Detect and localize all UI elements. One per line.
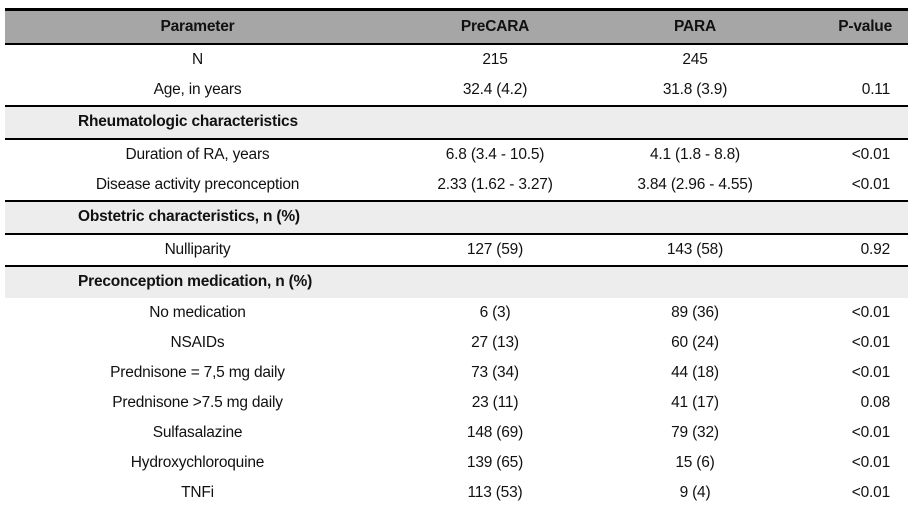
column-header-para: PARA: [600, 9, 790, 45]
section-row: Obstetric characteristics, n (%): [5, 200, 908, 235]
table-row: Age, in years 32.4 (4.2) 31.8 (3.9) 0.11: [5, 75, 908, 106]
param-cell: Prednisone >7.5 mg daily: [112, 394, 283, 411]
para-cell: 4.1 (1.8 - 8.8): [649, 146, 741, 163]
pvalue-cell: 0.08: [860, 394, 891, 411]
column-header-precara: PreCARA: [390, 9, 600, 45]
section-title: Obstetric characteristics, n (%): [5, 200, 908, 235]
pvalue-cell: <0.01: [851, 304, 890, 321]
param-cell: Hydroxychloroquine: [130, 454, 265, 471]
precara-cell: 113 (53): [467, 484, 523, 501]
precara-cell: 32.4 (4.2): [462, 81, 528, 98]
precara-cell: 215: [482, 51, 508, 68]
table-header: Parameter PreCARA PARA P-value: [5, 9, 908, 45]
table-row: Duration of RA, years 6.8 (3.4 - 10.5) 4.1…: [5, 139, 908, 170]
param-cell: Nulliparity: [164, 241, 231, 258]
para-cell: 41 (17): [671, 394, 719, 411]
table-row: TNFi 113 (53) 9 (4) <0.01: [5, 478, 908, 508]
table-row: Hydroxychloroquine 139 (65) 15 (6) <0.01: [5, 448, 908, 478]
param-cell: Sulfasalazine: [152, 424, 243, 441]
para-cell: 9 (4): [679, 484, 711, 501]
precara-cell: 6 (3): [479, 304, 511, 321]
pvalue-cell: <0.01: [851, 146, 890, 163]
para-cell: 143 (58): [666, 241, 724, 258]
precara-cell: 139 (65): [466, 454, 524, 471]
pvalue-cell: 0.11: [861, 81, 890, 98]
precara-cell: 127 (59): [466, 241, 524, 258]
table-row: N 215 245: [5, 44, 908, 75]
table-row: Sulfasalazine 148 (69) 79 (32) <0.01: [5, 418, 908, 448]
param-cell: Prednisone = 7,5 mg daily: [110, 364, 285, 381]
para-cell: 44 (18): [671, 364, 719, 381]
para-cell: 15 (6): [675, 454, 715, 471]
section-row: Preconception medication, n (%): [5, 265, 908, 298]
pvalue-cell: [790, 44, 908, 75]
precara-cell: 73 (34): [471, 364, 519, 381]
pvalue-cell: <0.01: [851, 176, 890, 193]
precara-cell: 6.8 (3.4 - 10.5): [445, 146, 545, 163]
column-header-pvalue: P-value: [790, 9, 908, 45]
para-cell: 31.8 (3.9): [662, 81, 728, 98]
table-row: Prednisone >7.5 mg daily 23 (11) 41 (17) 0.…: [5, 388, 908, 418]
param-cell: TNFi: [181, 484, 214, 501]
param-cell: No medication: [149, 304, 246, 321]
pvalue-cell: <0.01: [851, 484, 890, 501]
header-row: Parameter PreCARA PARA P-value: [5, 9, 908, 45]
param-cell: Age, in years: [153, 81, 242, 98]
pvalue-cell: <0.01: [851, 454, 890, 471]
table-row: No medication 6 (3) 89 (36) <0.01: [5, 298, 908, 328]
pvalue-cell: <0.01: [851, 424, 890, 441]
pvalue-cell: <0.01: [851, 364, 890, 381]
para-cell: 245: [682, 51, 708, 68]
param-cell: Disease activity preconception: [95, 176, 300, 193]
pvalue-cell: 0.92: [860, 241, 891, 258]
section-title: Preconception medication, n (%): [5, 265, 908, 298]
precara-cell: 27 (13): [471, 334, 519, 351]
table-row: Disease activity preconception 2.33 (1.62…: [5, 170, 908, 201]
column-header-parameter: Parameter: [5, 9, 390, 45]
table-row: NSAIDs 27 (13) 60 (24) <0.01: [5, 328, 908, 358]
para-cell: 3.84 (2.96 - 4.55): [637, 176, 753, 193]
table-row: Prednisone = 7,5 mg daily 73 (34) 44 (18) <…: [5, 358, 908, 388]
precara-cell: 23 (11): [471, 394, 519, 411]
para-cell: 89 (36): [671, 304, 719, 321]
para-cell: 60 (24): [671, 334, 719, 351]
cohort-comparison-table: Parameter PreCARA PARA P-value N 215 245 Ag…: [5, 8, 908, 508]
table-row: Nulliparity 127 (59) 143 (58) 0.92: [5, 234, 908, 266]
param-cell: NSAIDs: [170, 334, 225, 351]
section-title: Rheumatologic characteristics: [5, 105, 908, 140]
param-cell: N: [192, 51, 203, 68]
precara-cell: 2.33 (1.62 - 3.27): [437, 176, 553, 193]
table-body: N 215 245 Age, in years 32.4 (4.2) 31.8 (3.9)…: [5, 44, 908, 508]
pvalue-cell: <0.01: [851, 334, 890, 351]
precara-cell: 148 (69): [466, 424, 524, 441]
para-cell: 79 (32): [671, 424, 719, 441]
section-row: Rheumatologic characteristics: [5, 105, 908, 140]
param-cell: Duration of RA, years: [125, 146, 270, 163]
